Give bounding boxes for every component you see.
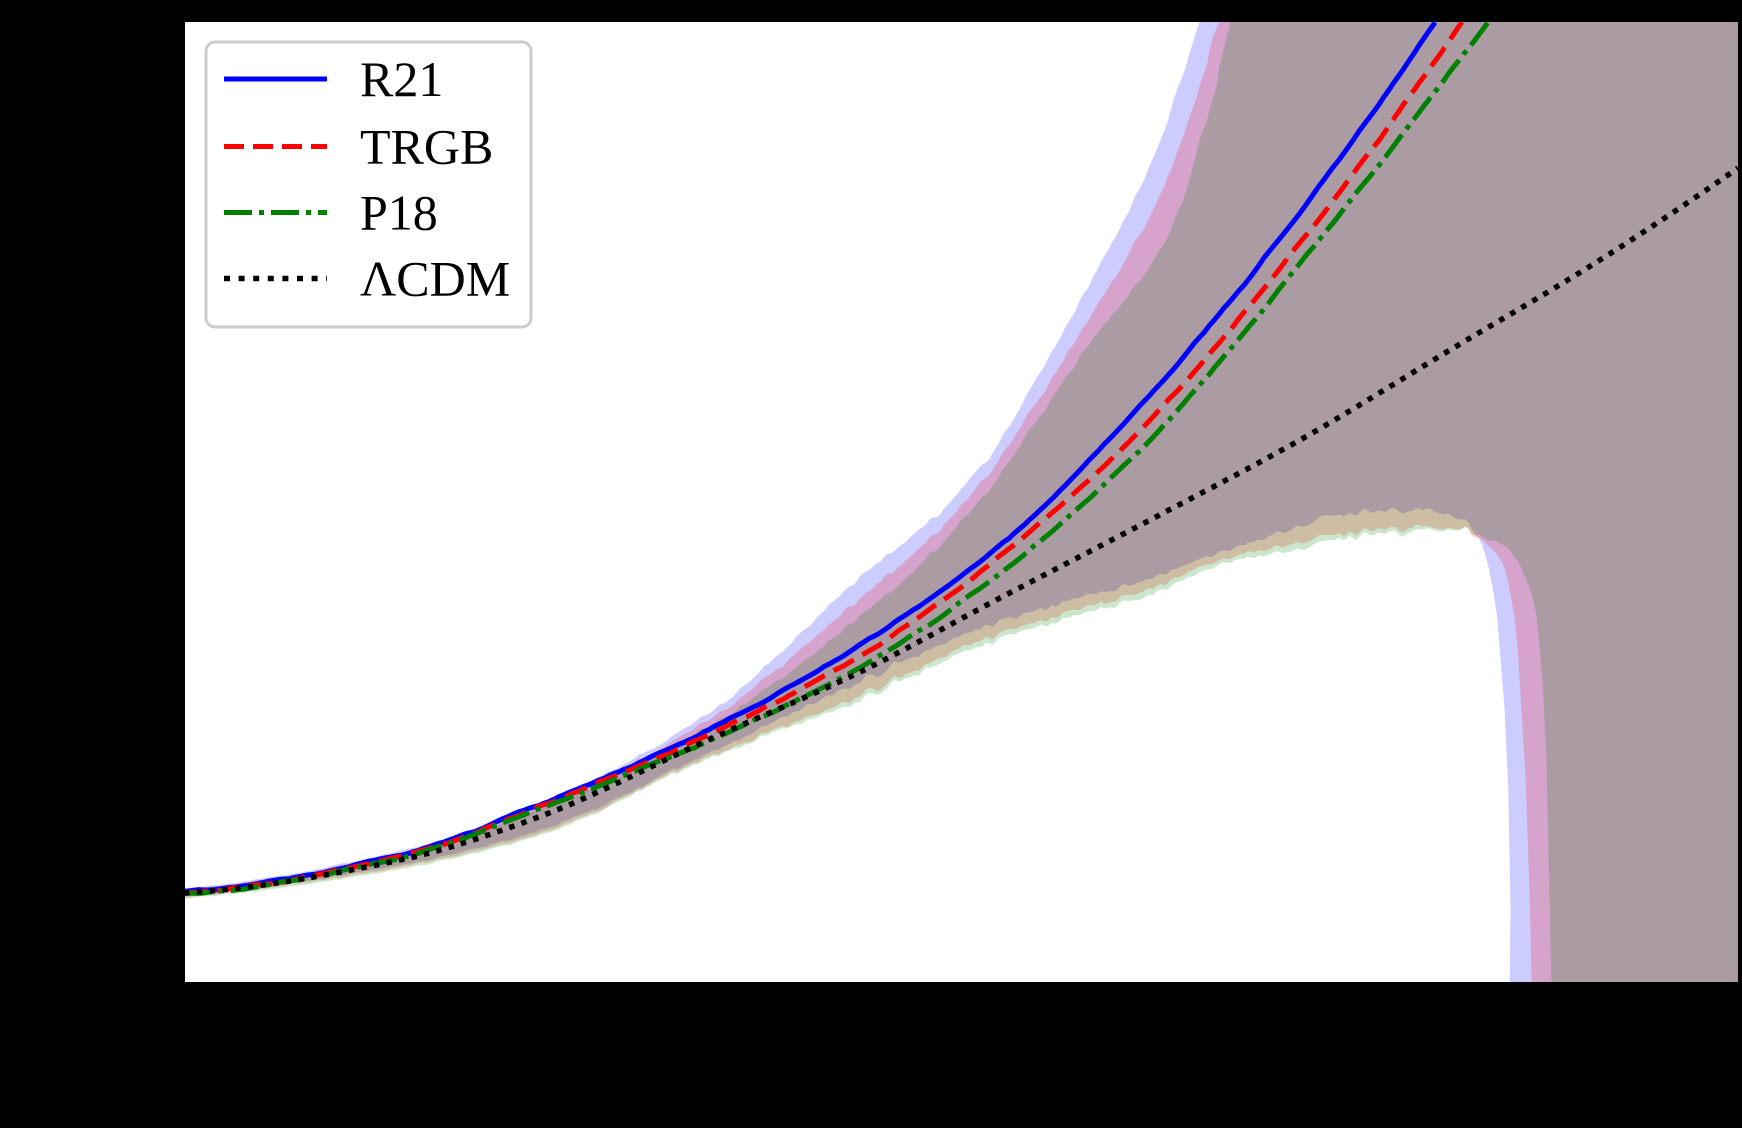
svg-text:TRGB: TRGB [360, 119, 493, 175]
svg-text:ΛCDM: ΛCDM [360, 251, 510, 307]
svg-text:R21: R21 [360, 51, 443, 107]
svg-text:P18: P18 [360, 185, 438, 241]
